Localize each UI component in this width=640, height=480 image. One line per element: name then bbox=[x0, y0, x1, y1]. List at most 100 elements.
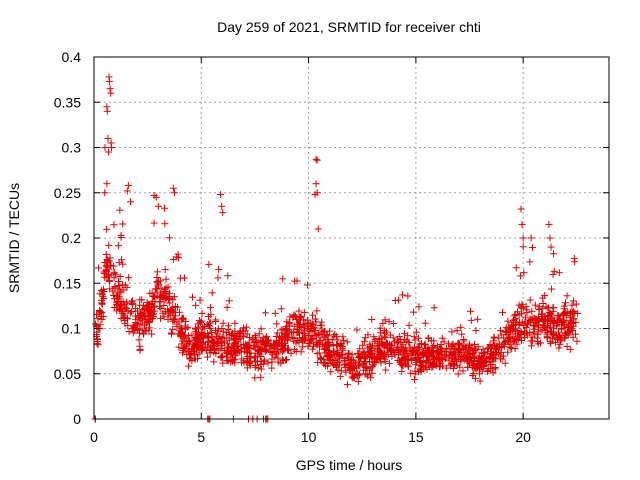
y-tick-label: 0.1 bbox=[62, 321, 82, 337]
data-points bbox=[91, 73, 582, 423]
data-point bbox=[415, 334, 423, 342]
data-point bbox=[290, 346, 298, 354]
data-point bbox=[116, 293, 124, 301]
data-point bbox=[321, 328, 329, 336]
data-point bbox=[442, 344, 450, 352]
data-point bbox=[178, 324, 186, 332]
data-point bbox=[533, 334, 541, 342]
axis-ticks bbox=[93, 56, 609, 420]
x-tick-label: 15 bbox=[408, 429, 424, 445]
y-axis-label: SRMTID / TECUs bbox=[6, 183, 22, 293]
data-point bbox=[262, 309, 270, 317]
data-point bbox=[113, 292, 121, 300]
data-point bbox=[416, 340, 424, 348]
data-point bbox=[317, 354, 325, 362]
data-point bbox=[234, 330, 242, 338]
data-point bbox=[217, 339, 225, 347]
data-point bbox=[165, 234, 173, 242]
data-point bbox=[335, 361, 343, 369]
data-point bbox=[311, 191, 319, 199]
data-point bbox=[412, 356, 420, 364]
data-point bbox=[121, 320, 129, 328]
data-point bbox=[311, 315, 319, 323]
data-point bbox=[375, 347, 383, 355]
data-point bbox=[436, 360, 444, 368]
data-point bbox=[98, 316, 106, 324]
x-axis-label: GPS time / hours bbox=[296, 457, 403, 473]
data-point bbox=[504, 348, 512, 356]
data-point bbox=[527, 234, 535, 242]
data-point bbox=[368, 315, 376, 323]
data-point bbox=[364, 331, 372, 339]
data-point bbox=[260, 356, 268, 364]
data-point bbox=[459, 367, 467, 375]
data-point bbox=[411, 367, 419, 375]
data-point bbox=[124, 182, 132, 190]
y-tick-label: 0.4 bbox=[62, 49, 82, 65]
data-point bbox=[224, 322, 232, 330]
data-point bbox=[311, 324, 319, 332]
data-point bbox=[313, 156, 321, 164]
data-point bbox=[170, 293, 178, 301]
data-point bbox=[160, 301, 168, 309]
data-point bbox=[391, 297, 399, 305]
data-point bbox=[191, 336, 199, 344]
data-point bbox=[262, 338, 270, 346]
data-point bbox=[384, 348, 392, 356]
data-point bbox=[549, 271, 557, 279]
x-tick-label: 10 bbox=[301, 429, 317, 445]
data-point bbox=[308, 320, 316, 328]
data-point bbox=[390, 349, 398, 357]
data-point bbox=[476, 377, 484, 385]
data-point bbox=[322, 345, 330, 353]
data-point bbox=[208, 289, 216, 297]
data-point bbox=[312, 180, 320, 188]
data-point bbox=[314, 225, 322, 233]
data-point bbox=[340, 357, 348, 365]
data-point bbox=[123, 300, 131, 308]
data-point bbox=[280, 346, 288, 354]
data-point bbox=[539, 299, 547, 307]
data-point bbox=[334, 366, 342, 374]
data-point bbox=[117, 231, 125, 239]
data-point bbox=[268, 358, 276, 366]
y-tick-label: 0.2 bbox=[62, 230, 82, 246]
data-point bbox=[224, 272, 232, 280]
data-point bbox=[489, 358, 497, 366]
data-point bbox=[360, 358, 368, 366]
data-point bbox=[409, 308, 417, 316]
data-point bbox=[574, 309, 582, 317]
data-point bbox=[353, 326, 361, 334]
data-point bbox=[204, 313, 212, 321]
data-point bbox=[196, 296, 204, 304]
data-point bbox=[145, 316, 153, 324]
data-point bbox=[458, 330, 466, 338]
data-point bbox=[169, 308, 177, 316]
data-point bbox=[313, 350, 321, 358]
data-point bbox=[287, 349, 295, 357]
data-point bbox=[501, 359, 509, 367]
data-point bbox=[350, 364, 358, 372]
data-point bbox=[274, 354, 282, 362]
data-point bbox=[562, 299, 570, 307]
data-point bbox=[214, 274, 222, 282]
data-point bbox=[411, 343, 419, 351]
data-point bbox=[509, 333, 517, 341]
data-point bbox=[150, 310, 158, 318]
data-point bbox=[283, 318, 291, 326]
data-point bbox=[358, 351, 366, 359]
data-point bbox=[371, 359, 379, 367]
data-point bbox=[293, 336, 301, 344]
data-point bbox=[504, 317, 512, 325]
data-point bbox=[156, 298, 164, 306]
data-point bbox=[386, 331, 394, 339]
data-point bbox=[223, 357, 231, 365]
data-point bbox=[223, 329, 231, 337]
data-point bbox=[326, 327, 334, 335]
data-point bbox=[484, 344, 492, 352]
data-point bbox=[154, 202, 162, 210]
data-point bbox=[114, 242, 122, 250]
y-tick-label: 0.15 bbox=[54, 275, 81, 291]
data-point bbox=[198, 317, 206, 325]
data-point bbox=[530, 314, 538, 322]
